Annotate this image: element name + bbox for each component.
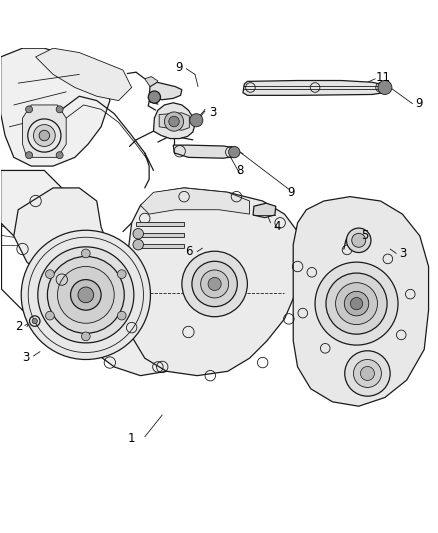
Polygon shape bbox=[253, 203, 276, 217]
Circle shape bbox=[360, 367, 374, 381]
Circle shape bbox=[346, 228, 371, 253]
Circle shape bbox=[56, 106, 63, 113]
Circle shape bbox=[57, 266, 114, 323]
Circle shape bbox=[25, 106, 32, 113]
Circle shape bbox=[81, 332, 90, 341]
Circle shape bbox=[56, 152, 63, 159]
Polygon shape bbox=[136, 244, 184, 248]
Polygon shape bbox=[127, 188, 302, 376]
Text: 9: 9 bbox=[415, 97, 423, 110]
Text: 8: 8 bbox=[236, 164, 244, 177]
Polygon shape bbox=[136, 222, 184, 227]
Text: 3: 3 bbox=[209, 106, 216, 119]
Polygon shape bbox=[141, 188, 250, 214]
Circle shape bbox=[353, 359, 381, 387]
Circle shape bbox=[336, 282, 378, 325]
Circle shape bbox=[208, 277, 221, 290]
Circle shape bbox=[148, 91, 160, 103]
Circle shape bbox=[78, 287, 94, 303]
Polygon shape bbox=[1, 48, 110, 166]
Polygon shape bbox=[22, 105, 66, 157]
Circle shape bbox=[28, 119, 61, 152]
Circle shape bbox=[47, 256, 124, 333]
Circle shape bbox=[190, 114, 203, 127]
Circle shape bbox=[201, 270, 229, 298]
Circle shape bbox=[46, 270, 54, 279]
Circle shape bbox=[46, 311, 54, 320]
Circle shape bbox=[229, 147, 240, 158]
Text: 11: 11 bbox=[375, 71, 390, 84]
Circle shape bbox=[350, 297, 363, 310]
Circle shape bbox=[182, 251, 247, 317]
Circle shape bbox=[33, 125, 55, 147]
Circle shape bbox=[21, 230, 150, 359]
Circle shape bbox=[38, 247, 134, 343]
Text: 3: 3 bbox=[399, 247, 406, 260]
Polygon shape bbox=[145, 77, 158, 87]
Circle shape bbox=[71, 280, 101, 310]
Circle shape bbox=[117, 270, 126, 279]
Circle shape bbox=[169, 116, 179, 127]
Polygon shape bbox=[1, 171, 71, 249]
Polygon shape bbox=[35, 48, 132, 101]
Polygon shape bbox=[159, 113, 189, 130]
Circle shape bbox=[345, 351, 390, 396]
Text: 9: 9 bbox=[288, 186, 295, 199]
Circle shape bbox=[378, 80, 392, 94]
Polygon shape bbox=[149, 82, 182, 100]
Text: 2: 2 bbox=[15, 320, 23, 333]
Circle shape bbox=[344, 292, 369, 316]
Circle shape bbox=[32, 318, 37, 324]
Polygon shape bbox=[153, 103, 195, 139]
Circle shape bbox=[133, 229, 144, 239]
Polygon shape bbox=[173, 145, 237, 158]
Circle shape bbox=[164, 112, 184, 131]
Circle shape bbox=[352, 233, 366, 247]
Circle shape bbox=[326, 273, 387, 334]
Circle shape bbox=[81, 249, 90, 258]
Polygon shape bbox=[293, 197, 428, 406]
Circle shape bbox=[39, 130, 49, 141]
Text: 3: 3 bbox=[22, 351, 30, 364]
Text: 6: 6 bbox=[185, 245, 192, 258]
Polygon shape bbox=[136, 233, 184, 237]
Text: 5: 5 bbox=[362, 229, 369, 241]
Text: 4: 4 bbox=[273, 220, 280, 233]
Polygon shape bbox=[14, 188, 193, 376]
Circle shape bbox=[133, 239, 144, 250]
Text: 9: 9 bbox=[175, 61, 183, 74]
Circle shape bbox=[315, 262, 398, 345]
Circle shape bbox=[25, 152, 32, 159]
Circle shape bbox=[192, 261, 237, 306]
Circle shape bbox=[117, 311, 126, 320]
Text: 1: 1 bbox=[128, 432, 135, 445]
Polygon shape bbox=[243, 80, 386, 95]
